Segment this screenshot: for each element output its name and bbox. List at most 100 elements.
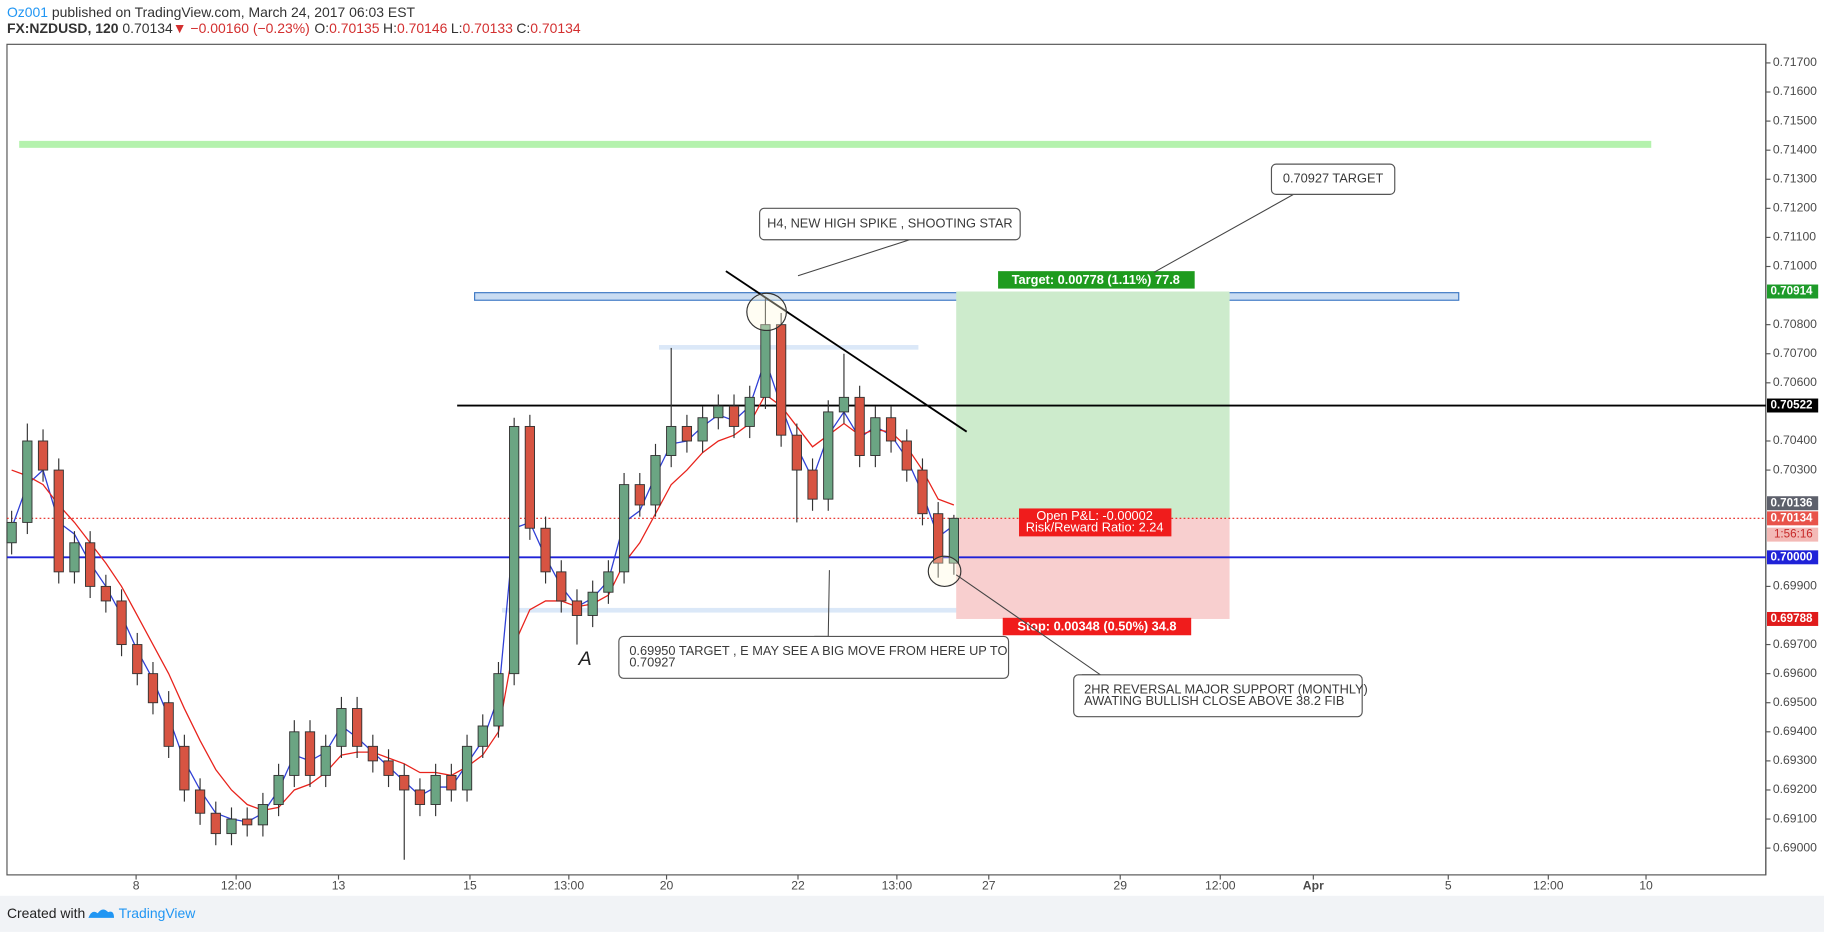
price-label-bg [1767, 398, 1819, 413]
candle-body [556, 571, 567, 602]
candle-body [807, 469, 818, 500]
price-label-bg [1767, 511, 1819, 526]
candle-body [681, 425, 693, 442]
annotation-text: 2HR REVERSAL MAJOR SUPPORT (MONTHLY) [1084, 681, 1368, 696]
zone [658, 345, 919, 350]
y-tick-label: 0.69500 [1773, 695, 1817, 709]
ohlc: O:0.70135 H:0.70146 L:0.70133 C:0.70134 [314, 20, 580, 36]
highlight-ellipse [746, 292, 787, 332]
candle-body [885, 417, 897, 442]
y-tick-label: 0.71600 [1773, 84, 1817, 98]
candle-body [933, 513, 944, 564]
annotation-box [1073, 674, 1363, 718]
y-tick-label: 0.69400 [1773, 724, 1817, 738]
candle-body [414, 789, 426, 805]
y-tick-label: 0.69600 [1773, 666, 1817, 680]
pnl-label: Risk/Reward Ratio: 2.24 [1026, 520, 1164, 535]
x-tick-label: 13:00 [554, 879, 585, 893]
x-tick-label: 5 [1445, 879, 1452, 893]
candle-body [147, 673, 159, 704]
x-tick-label: 12:00 [1533, 879, 1564, 893]
candle-body [791, 434, 802, 471]
price-label-bg [1767, 284, 1819, 299]
y-tick-label: 0.71700 [1773, 55, 1817, 69]
candle-body [69, 542, 80, 573]
candle-body [273, 774, 284, 805]
candle-body [776, 324, 787, 436]
x-tick-label: 12:00 [1205, 879, 1236, 893]
candle-body [100, 585, 111, 602]
y-tick-label: 0.69700 [1773, 637, 1817, 651]
y-tick-label: 0.70400 [1773, 433, 1817, 447]
highlight-ellipse [927, 555, 962, 587]
candle-body [446, 774, 457, 791]
y-tick-label: 0.69100 [1773, 811, 1817, 825]
plot: 0.71700 0.71600 0.71500 0.71400 0.71300 0.712… [6, 55, 1819, 893]
candle-body [226, 818, 237, 835]
price-label: 0.69788 [1770, 612, 1813, 625]
candle-body [854, 396, 865, 456]
candle-body [634, 484, 645, 506]
y-tick-label: 0.71500 [1773, 113, 1817, 127]
target-label-bg [998, 271, 1195, 289]
y-tick-label: 0.71200 [1773, 201, 1817, 215]
countdown-bg [1767, 527, 1819, 542]
trend-line [725, 270, 968, 433]
price-label-bg [1767, 611, 1819, 626]
candle-body [493, 673, 504, 727]
x-tick-label: 8 [133, 879, 140, 893]
pnl-label: Open P&L: -0.00002 [1036, 508, 1153, 523]
candle-body [320, 745, 331, 776]
footer-bar [0, 895, 1824, 932]
candle-body [242, 818, 253, 826]
candle-body [336, 708, 347, 747]
countdown: 1:56:16 [1774, 528, 1813, 541]
candle-body [116, 600, 127, 646]
x-tick-label: 20 [660, 879, 674, 893]
annotation-box [1270, 163, 1396, 195]
ohlc-label: O: [314, 20, 329, 36]
candle-body [37, 440, 49, 471]
y-tick-label: 0.71400 [1773, 142, 1817, 156]
candle-body [352, 708, 363, 747]
annotation-text: 0.69950 TARGET , E MAY SEE A BIG MOVE FR… [629, 643, 1007, 658]
candle-body [948, 517, 959, 564]
candle-body [603, 571, 614, 593]
candle-body [618, 484, 630, 573]
y-tick-label: 0.70700 [1773, 346, 1817, 360]
price-label: 0.70522 [1770, 399, 1812, 412]
change: ▼ −0.00160 (−0.23%) [173, 20, 310, 36]
candle-body [367, 745, 378, 762]
candle-body [477, 725, 488, 747]
candle-body [838, 396, 850, 413]
stop-label: Stop: 0.00348 (0.50%) 34.8 [1017, 618, 1176, 633]
annotation-box [618, 635, 1010, 679]
y-tick-label: 0.71000 [1773, 259, 1817, 273]
y-tick-label: 0.69300 [1773, 753, 1817, 767]
ohlc-value: 0.70133 [462, 20, 513, 36]
candle-body [399, 774, 410, 791]
y-tick-label: 0.69200 [1773, 782, 1817, 796]
price-label: 0.70000 [1770, 550, 1812, 563]
candle-body [870, 417, 881, 456]
pnl-label-bg [1019, 508, 1172, 537]
candle-body [383, 760, 394, 776]
y-tick-label: 0.70600 [1773, 375, 1817, 389]
price-label: 0.70136 [1770, 496, 1813, 509]
candle-body [461, 745, 473, 791]
x-tick-label: 27 [982, 879, 996, 893]
candle-body [587, 591, 598, 616]
candle-body [713, 405, 724, 419]
last-price: 0.70134 [122, 20, 173, 36]
annotation-text: AWATING BULLISH CLOSE ABOVE 38.2 FIB [1084, 693, 1344, 708]
ohlc-label: C: [516, 20, 530, 36]
annotation-box [759, 207, 1021, 241]
annotation-text: H4, NEW HIGH SPIKE , SHOOTING STAR [767, 215, 1012, 230]
x-tick-label: 12:00 [221, 879, 252, 893]
footer-brand[interactable]: TradingView [119, 905, 197, 921]
author[interactable]: Oz001 [7, 4, 48, 20]
y-tick-label: 0.71300 [1773, 171, 1817, 185]
candle-body [163, 702, 174, 747]
